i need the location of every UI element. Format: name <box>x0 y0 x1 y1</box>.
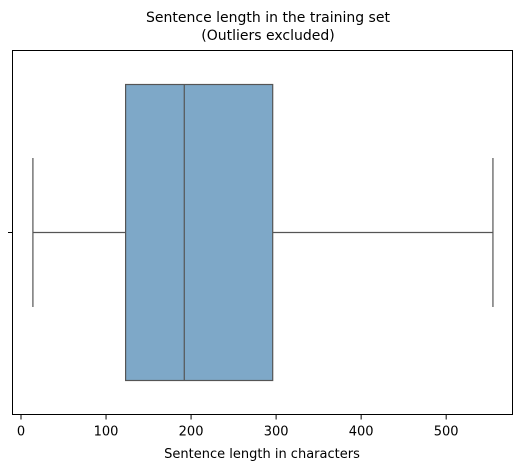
chart-subtitle: (Outliers excluded) <box>201 28 334 44</box>
x-tick-label: 400 <box>349 425 374 440</box>
x-tick-label: 100 <box>94 425 119 440</box>
iqr-box <box>124 83 274 382</box>
x-axis-label: Sentence length in characters <box>164 447 360 462</box>
x-tick-label: 500 <box>434 425 459 440</box>
x-tick-label: 200 <box>179 425 204 440</box>
x-tick-label: 0 <box>17 425 25 440</box>
box-group <box>32 83 494 382</box>
x-axis-ticks: 0 100 200 300 400 500 <box>17 414 459 440</box>
x-tick-label: 300 <box>264 425 289 440</box>
chart-title: Sentence length in the training set <box>146 10 390 26</box>
